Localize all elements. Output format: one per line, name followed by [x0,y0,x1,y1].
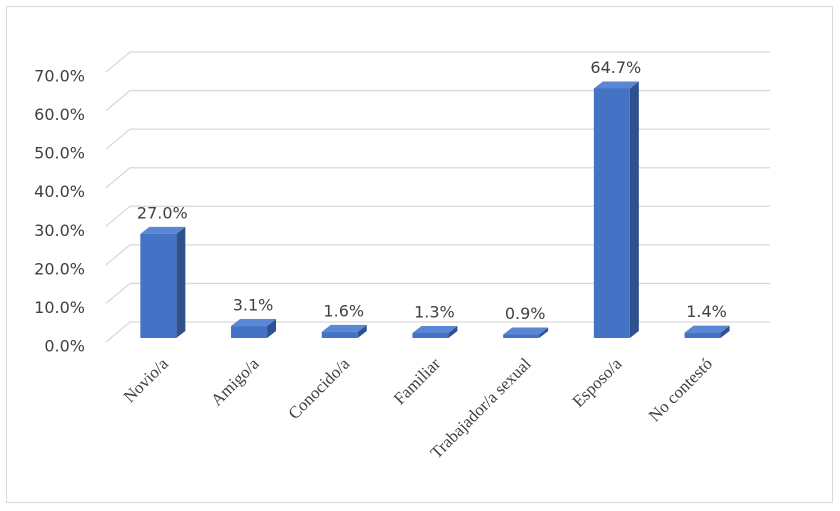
bar-top [231,319,277,327]
y-tick-label: 30.0% [34,221,85,240]
bar [321,331,358,338]
bar-top [593,81,639,89]
bar-top [140,226,186,234]
bar-top [412,325,458,333]
y-tick-label: 50.0% [34,144,85,163]
bar-side [267,319,277,338]
bar [684,332,721,338]
data-label: 1.3% [414,302,455,321]
bar-side [448,325,458,338]
bar-top [503,327,549,335]
bar-side [720,325,730,338]
grid-line [105,89,770,112]
y-tick-label: 0.0% [44,337,85,356]
bar [503,334,540,338]
data-label: 1.6% [323,301,364,320]
grid-line [105,321,770,343]
grid-line [105,51,770,73]
data-label: 3.1% [233,296,274,315]
y-tick-label: 70.0% [34,67,85,86]
grid-line [105,128,770,150]
data-label: 64.7% [590,58,641,77]
y-tick-label: 10.0% [34,298,85,317]
bar [593,88,630,338]
data-label: 1.4% [686,302,727,321]
data-label: 0.9% [505,304,546,323]
bar [231,326,268,338]
bar-side [357,324,367,338]
bar-side [176,226,186,338]
data-label: 27.0% [137,203,188,222]
grid-line [105,205,770,227]
bar-side [539,327,549,338]
grid-line [105,282,770,304]
bar-top [321,324,367,332]
y-tick-label: 40.0% [34,182,85,201]
bar [140,233,177,338]
bar-top [684,325,730,333]
bar-side [629,81,639,338]
y-tick-label: 60.0% [34,105,85,124]
chart-border [6,6,833,503]
y-tick-label: 20.0% [34,259,85,278]
bar [412,332,449,338]
grid-line [105,167,770,189]
grid-line [105,244,770,266]
